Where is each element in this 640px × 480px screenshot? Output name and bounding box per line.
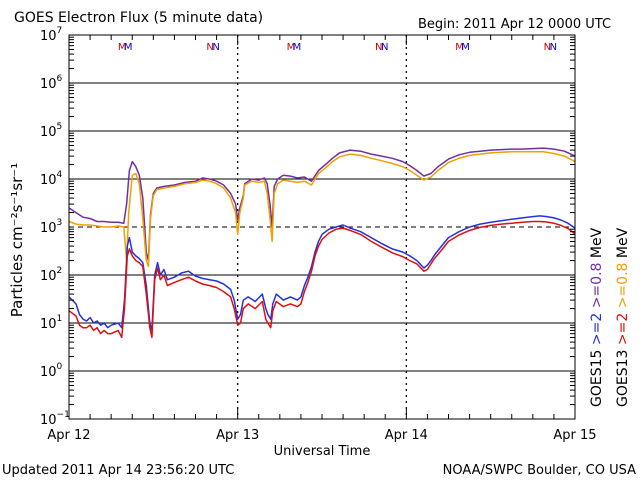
satellite-marker-0: MM — [118, 42, 133, 53]
marker-letter-a: M — [455, 42, 464, 53]
legend-item: MeV — [589, 227, 605, 262]
y-tick-label: 101 — [40, 314, 62, 332]
y-tick-5: 102 — [40, 266, 575, 310]
satellite-marker-3: NN — [375, 42, 388, 53]
marker-letter-a: N — [375, 42, 382, 53]
legend-column-1: GOES15 >=2 >=0.8 MeV — [589, 227, 605, 407]
y-tick-3: 104 — [40, 170, 575, 214]
y-tick-label: 103 — [40, 218, 62, 236]
marker-letter-a: M — [118, 42, 127, 53]
y-tick-8: 10−1 — [40, 410, 70, 428]
marker-letter-b: M — [124, 42, 133, 53]
series-line-1 — [68, 150, 576, 268]
y-tick-4: 103 — [40, 218, 575, 262]
legend-item: GOES13 — [615, 350, 631, 407]
y-tick-label: 105 — [40, 122, 62, 140]
legend-item: >=2 — [589, 313, 605, 350]
y-tick-6: 101 — [40, 314, 575, 358]
y-tick-2: 105 — [40, 122, 575, 166]
x-tick-label-1: Apr 13 — [216, 428, 259, 443]
y-axis-ticks: 107 106 105 104 103 102 101 100 10−1 — [40, 26, 575, 428]
marker-letter-b: N — [212, 42, 219, 53]
y-tick-label: 10−1 — [40, 410, 70, 428]
series-line-0 — [68, 147, 576, 262]
legend-item: >=2 — [615, 313, 631, 350]
y-tick-label: 102 — [40, 266, 62, 284]
marker-letter-b: M — [461, 42, 470, 53]
satellite-markers: MM NN MM NN MM NN — [118, 42, 557, 53]
marker-letter-b: N — [381, 42, 388, 53]
y-tick-label: 104 — [40, 170, 63, 188]
y-tick-1: 106 — [40, 74, 575, 118]
legend-item: >=0.8 — [615, 263, 631, 313]
x-tick-label-3: Apr 15 — [553, 428, 596, 443]
updated-timestamp: Updated 2011 Apr 14 23:56:20 UTC — [2, 463, 234, 478]
satellite-marker-1: NN — [206, 42, 219, 53]
marker-letter-a: N — [206, 42, 213, 53]
legend-item: MeV — [615, 227, 631, 262]
y-tick-7: 100 — [40, 362, 575, 406]
satellite-marker-2: MM — [287, 42, 302, 53]
satellite-marker-4: MM — [455, 42, 470, 53]
x-tick-label-0: Apr 12 — [47, 428, 90, 443]
y-tick-label: 100 — [40, 362, 63, 380]
x-tick-label-2: Apr 14 — [385, 428, 428, 443]
y-tick-label: 106 — [40, 74, 63, 92]
marker-letter-b: N — [550, 42, 557, 53]
y-tick-0: 107 — [40, 26, 575, 70]
chart-title: GOES Electron Flux (5 minute data) — [14, 10, 263, 26]
marker-letter-a: M — [287, 42, 296, 53]
satellite-marker-5: NN — [544, 42, 557, 53]
legend-column-2: GOES13 >=2 >=0.8 MeV — [615, 227, 631, 407]
y-tick-label: 107 — [40, 26, 62, 44]
begin-time: Begin: 2011 Apr 12 0000 UTC — [418, 17, 611, 32]
x-axis-ticks: Apr 12 Apr 13 Apr 14 Apr 15 — [47, 35, 597, 443]
legend-item: GOES15 — [589, 350, 605, 407]
marker-letter-a: N — [544, 42, 551, 53]
x-axis-label: Universal Time — [274, 444, 371, 459]
series-line-3 — [68, 220, 576, 339]
credit-text: NOAA/SWPC Boulder, CO USA — [443, 463, 636, 478]
series-line-2 — [68, 215, 576, 332]
legend-item: >=0.8 — [589, 263, 605, 313]
marker-letter-b: M — [293, 42, 302, 53]
series-lines — [68, 147, 576, 339]
y-axis-label: Particles cm⁻²s⁻¹sr⁻¹ — [8, 163, 26, 317]
